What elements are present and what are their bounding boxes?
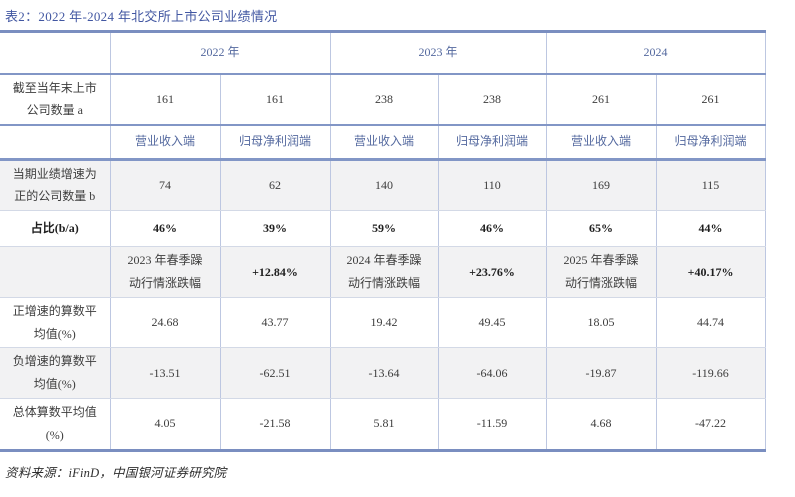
table-cell: 140 [329, 159, 439, 212]
row-subheader: 营业收入端 归母净利润端 营业收入端 归母净利润端 营业收入端 归母净利润端 [0, 125, 766, 161]
row-label: 正增速的算数平 均值(%) [0, 297, 110, 349]
row-label [0, 246, 110, 298]
row-ratio: 占比(b/a) 46% 39% 59% 46% 65% 44% [0, 210, 766, 248]
table-cell: 238 [437, 73, 547, 127]
table-cell: 43.77 [219, 297, 331, 349]
subheader-cell: 营业收入端 [109, 125, 220, 161]
table-cell: 46% [437, 210, 547, 248]
table-cell: 238 [329, 73, 439, 127]
table-cell: 59% [329, 210, 439, 248]
table-cell: 49.45 [437, 297, 547, 349]
subheader-cell: 归母净利润端 [655, 125, 766, 161]
spring-rally-value: +12.84% [219, 246, 331, 298]
spring-rally-label: 2025 年春季躁 动行情涨跌幅 [545, 246, 657, 298]
table-cell: -13.64 [329, 347, 439, 399]
table-cell: 4.68 [545, 398, 657, 451]
corner-cell [0, 31, 110, 75]
subheader-cell: 营业收入端 [329, 125, 439, 161]
row-label: 截至当年末上市 公司数量 a [0, 73, 110, 127]
year-header-2024: 2024 [545, 31, 766, 75]
row-positive-growth-count: 当期业绩增速为 正的公司数量 b 74 62 140 110 169 115 [0, 159, 766, 212]
row-label: 当期业绩增速为 正的公司数量 b [0, 159, 110, 212]
row-overall-mean: 总体算数平均值 (%) 4.05 -21.58 5.81 -11.59 4.68… [0, 398, 766, 451]
row-label [0, 125, 110, 161]
table-cell: 115 [655, 159, 766, 212]
year-header-2023: 2023 年 [329, 31, 547, 75]
table-cell: -13.51 [109, 347, 220, 399]
table-cell: 161 [219, 73, 331, 127]
spring-rally-value: +40.17% [655, 246, 766, 298]
table-cell: 24.68 [109, 297, 220, 349]
spring-rally-value: +23.76% [437, 246, 547, 298]
table-cell: 5.81 [329, 398, 439, 451]
row-positive-mean: 正增速的算数平 均值(%) 24.68 43.77 19.42 49.45 18… [0, 297, 766, 349]
table-cell: -47.22 [655, 398, 766, 451]
row-listed-companies: 截至当年末上市 公司数量 a 161 161 238 238 261 261 [0, 73, 766, 127]
table-cell: 74 [109, 159, 220, 212]
table-title: 表2：2022 年-2024 年北交所上市公司业绩情况 [5, 9, 278, 24]
table-cell: 169 [545, 159, 657, 212]
spring-rally-label: 2023 年春季躁 动行情涨跌幅 [109, 246, 220, 298]
table-cell: 44.74 [655, 297, 766, 349]
row-label: 总体算数平均值 (%) [12, 404, 97, 442]
table-cell: 62 [219, 159, 331, 212]
table-cell: -62.51 [219, 347, 331, 399]
table-cell: 4.05 [109, 398, 220, 451]
table-cell: 46% [109, 210, 220, 248]
source-note: 资料来源：iFinD，中国银河证券研究院 [5, 465, 227, 480]
year-header-row: 2022 年 2023 年 2024 [0, 31, 766, 75]
table-cell: 19.42 [329, 297, 439, 349]
table-cell: 110 [437, 159, 547, 212]
row-negative-mean: 负增速的算数平 均值(%) -13.51 -62.51 -13.64 -64.0… [0, 347, 766, 399]
subheader-cell: 归母净利润端 [437, 125, 547, 161]
performance-table: 2022 年 2023 年 2024 截至当年末上市 公司数量 a 161 16… [0, 30, 766, 452]
table-cell: 18.05 [545, 297, 657, 349]
subheader-cell: 营业收入端 [545, 125, 657, 161]
table-cell: -11.59 [437, 398, 547, 451]
year-header-2022: 2022 年 [109, 31, 331, 75]
table-cell: 44% [655, 210, 766, 248]
table-cell: 39% [219, 210, 331, 248]
table-cell: -21.58 [219, 398, 331, 451]
subheader-cell: 归母净利润端 [219, 125, 331, 161]
row-label: 占比(b/a) [0, 210, 110, 248]
row-label: 负增速的算数平 均值(%) [0, 347, 110, 399]
spring-rally-label: 2024 年春季躁 动行情涨跌幅 [329, 246, 439, 298]
table-cell: 161 [109, 73, 220, 127]
table-cell: -119.66 [655, 347, 766, 399]
table-cell: 65% [545, 210, 657, 248]
table-cell: -19.87 [545, 347, 657, 399]
table-cell: 261 [545, 73, 657, 127]
row-spring-rally: 2023 年春季躁 动行情涨跌幅 +12.84% 2024 年春季躁 动行情涨跌… [0, 246, 766, 298]
table-cell: 261 [655, 73, 766, 127]
table-cell: -64.06 [437, 347, 547, 399]
